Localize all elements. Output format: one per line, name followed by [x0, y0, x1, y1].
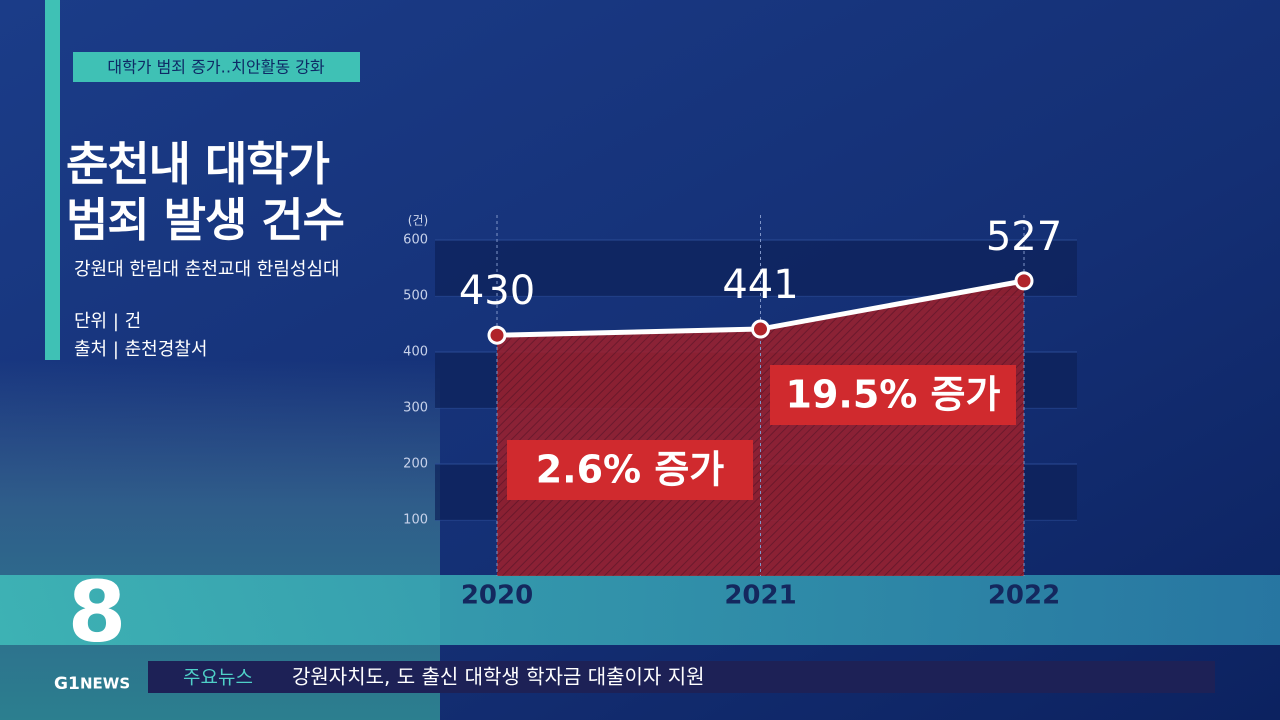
note: 출처 | 춘천경찰서	[74, 339, 207, 360]
x-tick-label: 2022	[988, 581, 1060, 611]
annotation-box	[770, 365, 1016, 425]
logo-mark: 8	[68, 563, 126, 661]
y-tick-label: 100	[403, 513, 428, 528]
y-tick-label: 300	[403, 401, 428, 416]
plot: 100 200 300 400 500 600 2020 2021 2022 2.6% 증가 19.…	[403, 214, 1077, 611]
point	[487, 325, 507, 345]
annotation: 19.5% 증가	[786, 373, 1001, 417]
tag: 대학가 범죄 증가‥치안활동 강화	[107, 58, 325, 77]
annotation: 2.6% 증가	[536, 448, 725, 492]
point	[751, 319, 770, 339]
background-photo	[0, 360, 440, 720]
logo-channel: G1	[54, 674, 80, 694]
chart-title: 춘천내 대학가 범죄 발생 건수	[66, 137, 345, 247]
area	[497, 280, 1024, 576]
x-tick-label: 2020	[461, 581, 533, 611]
subtitle: 강원대 한림대 춘천교대 한림성심대	[74, 259, 340, 280]
y-tick-label: 600	[403, 233, 428, 248]
value-label: 441	[722, 262, 798, 308]
x-tick-label: 2021	[724, 581, 796, 611]
grid-band	[435, 240, 1077, 296]
ticker-text: 강원자치도, 도 출신 대학생 학자금 대출이자 지원	[292, 665, 705, 689]
annotation-box	[507, 440, 753, 500]
value-label: 527	[986, 214, 1062, 260]
tag-box	[73, 52, 360, 82]
ticker-bar	[148, 661, 1215, 693]
ticker-label: 주요뉴스	[183, 667, 253, 689]
point	[1014, 271, 1034, 291]
value-label: 430	[459, 268, 535, 314]
logo-brand: NEWS	[80, 675, 130, 693]
x-axis-band	[0, 575, 1280, 645]
note: 단위 | 건	[74, 311, 141, 332]
accent-bar	[45, 0, 60, 360]
y-tick-label: 500	[403, 289, 428, 304]
y-tick-label: 200	[403, 457, 428, 472]
y-tick-label: 400	[403, 345, 428, 360]
y-unit: (건)	[408, 214, 428, 228]
